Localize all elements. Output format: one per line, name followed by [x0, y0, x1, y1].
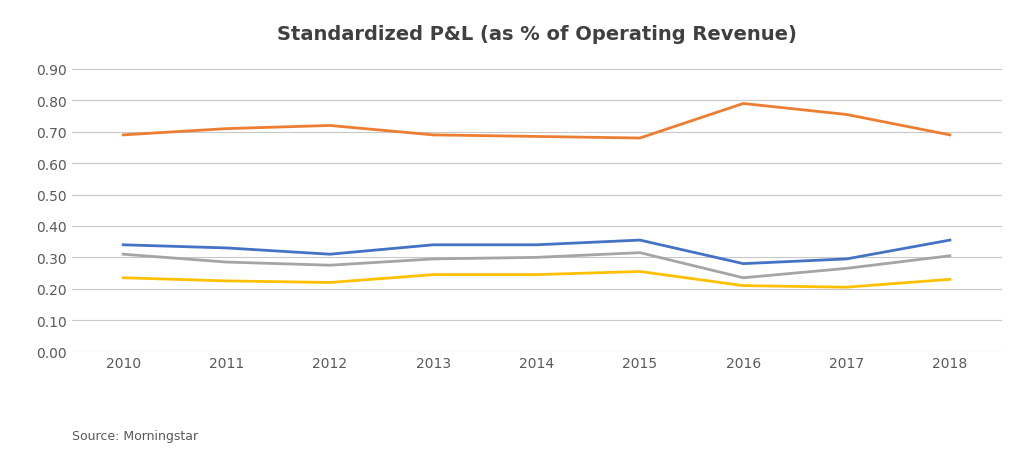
Text: Source: Morningstar: Source: Morningstar: [72, 429, 197, 442]
Title: Standardized P&L (as % of Operating Revenue): Standardized P&L (as % of Operating Reve…: [277, 25, 796, 44]
Legend: EBITDA, Pretax Profit, Net Profit, Operating Expenses: EBITDA, Pretax Profit, Net Profit, Opera…: [307, 445, 860, 451]
